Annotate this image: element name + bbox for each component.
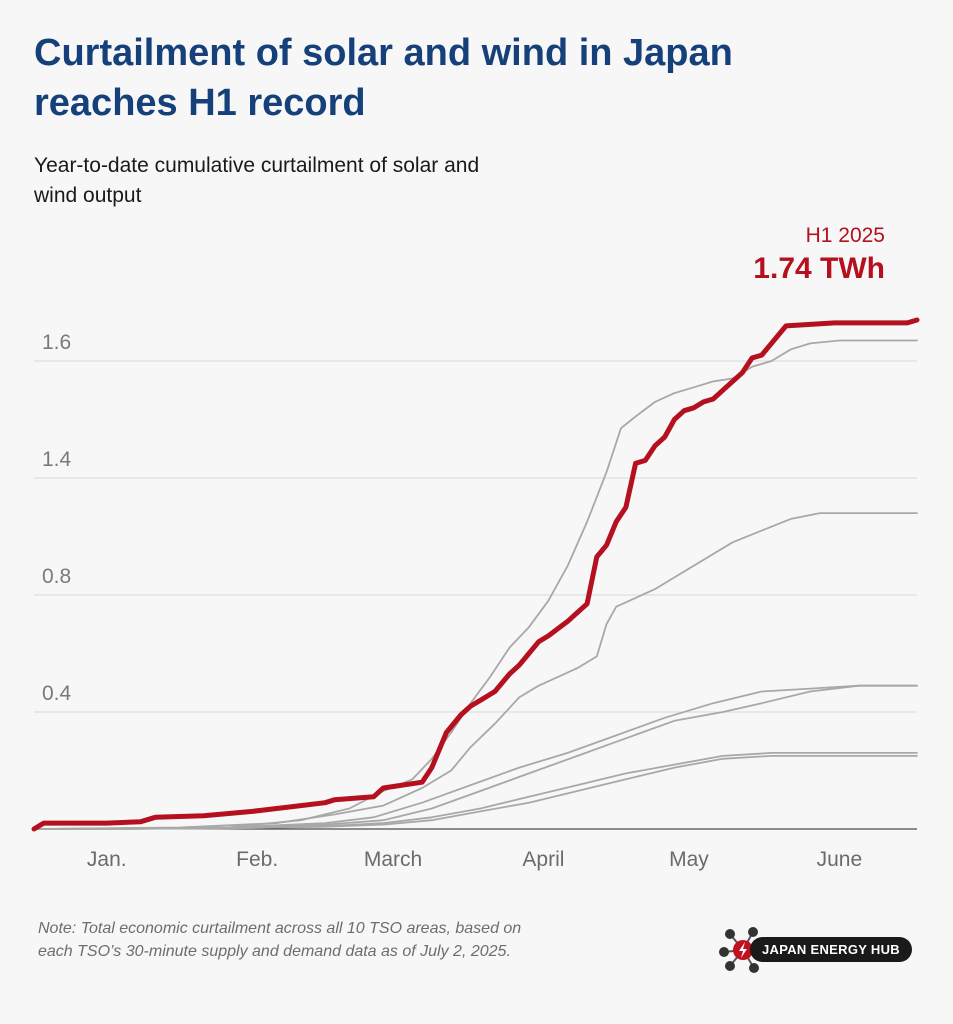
chart-subtitle: Year-to-date cumulative curtailment of s… xyxy=(34,154,480,207)
highlight-label: H1 2025 xyxy=(805,224,885,247)
logo-text: JAPAN ENERGY HUB xyxy=(750,937,912,962)
series-line-other xyxy=(33,684,918,830)
chart-title: Curtailment of solar and wind in Japan r… xyxy=(34,32,733,124)
series-line-other xyxy=(33,684,918,830)
x-tick-label: May xyxy=(669,848,709,871)
y-tick-label: 0.8 xyxy=(42,565,71,588)
x-tick-label: April xyxy=(522,848,564,871)
y-tick-label: 0.4 xyxy=(42,682,72,705)
y-axis-ticks: 0.4 0.8 1.4 1.6 xyxy=(42,331,72,705)
highlight-value: 1.74 TWh xyxy=(753,252,885,285)
footnote: Note: Total economic curtailment across … xyxy=(38,920,522,960)
series-line-h1-2025 xyxy=(31,317,920,832)
y-tick-label: 1.4 xyxy=(42,448,72,471)
x-tick-label: Feb. xyxy=(236,848,278,871)
japan-energy-hub-logo: JAPAN ENERGY HUB xyxy=(716,922,926,978)
y-tick-label: 1.6 xyxy=(42,331,71,354)
series-line-other xyxy=(33,512,918,830)
series-lines xyxy=(31,317,920,832)
x-tick-label: June xyxy=(817,848,863,871)
series-line-other xyxy=(33,755,918,830)
x-tick-label: March xyxy=(364,848,422,871)
gridlines xyxy=(34,360,917,713)
x-tick-label: Jan. xyxy=(87,848,127,871)
x-axis-ticks: Jan. Feb. March April May June xyxy=(87,848,862,871)
